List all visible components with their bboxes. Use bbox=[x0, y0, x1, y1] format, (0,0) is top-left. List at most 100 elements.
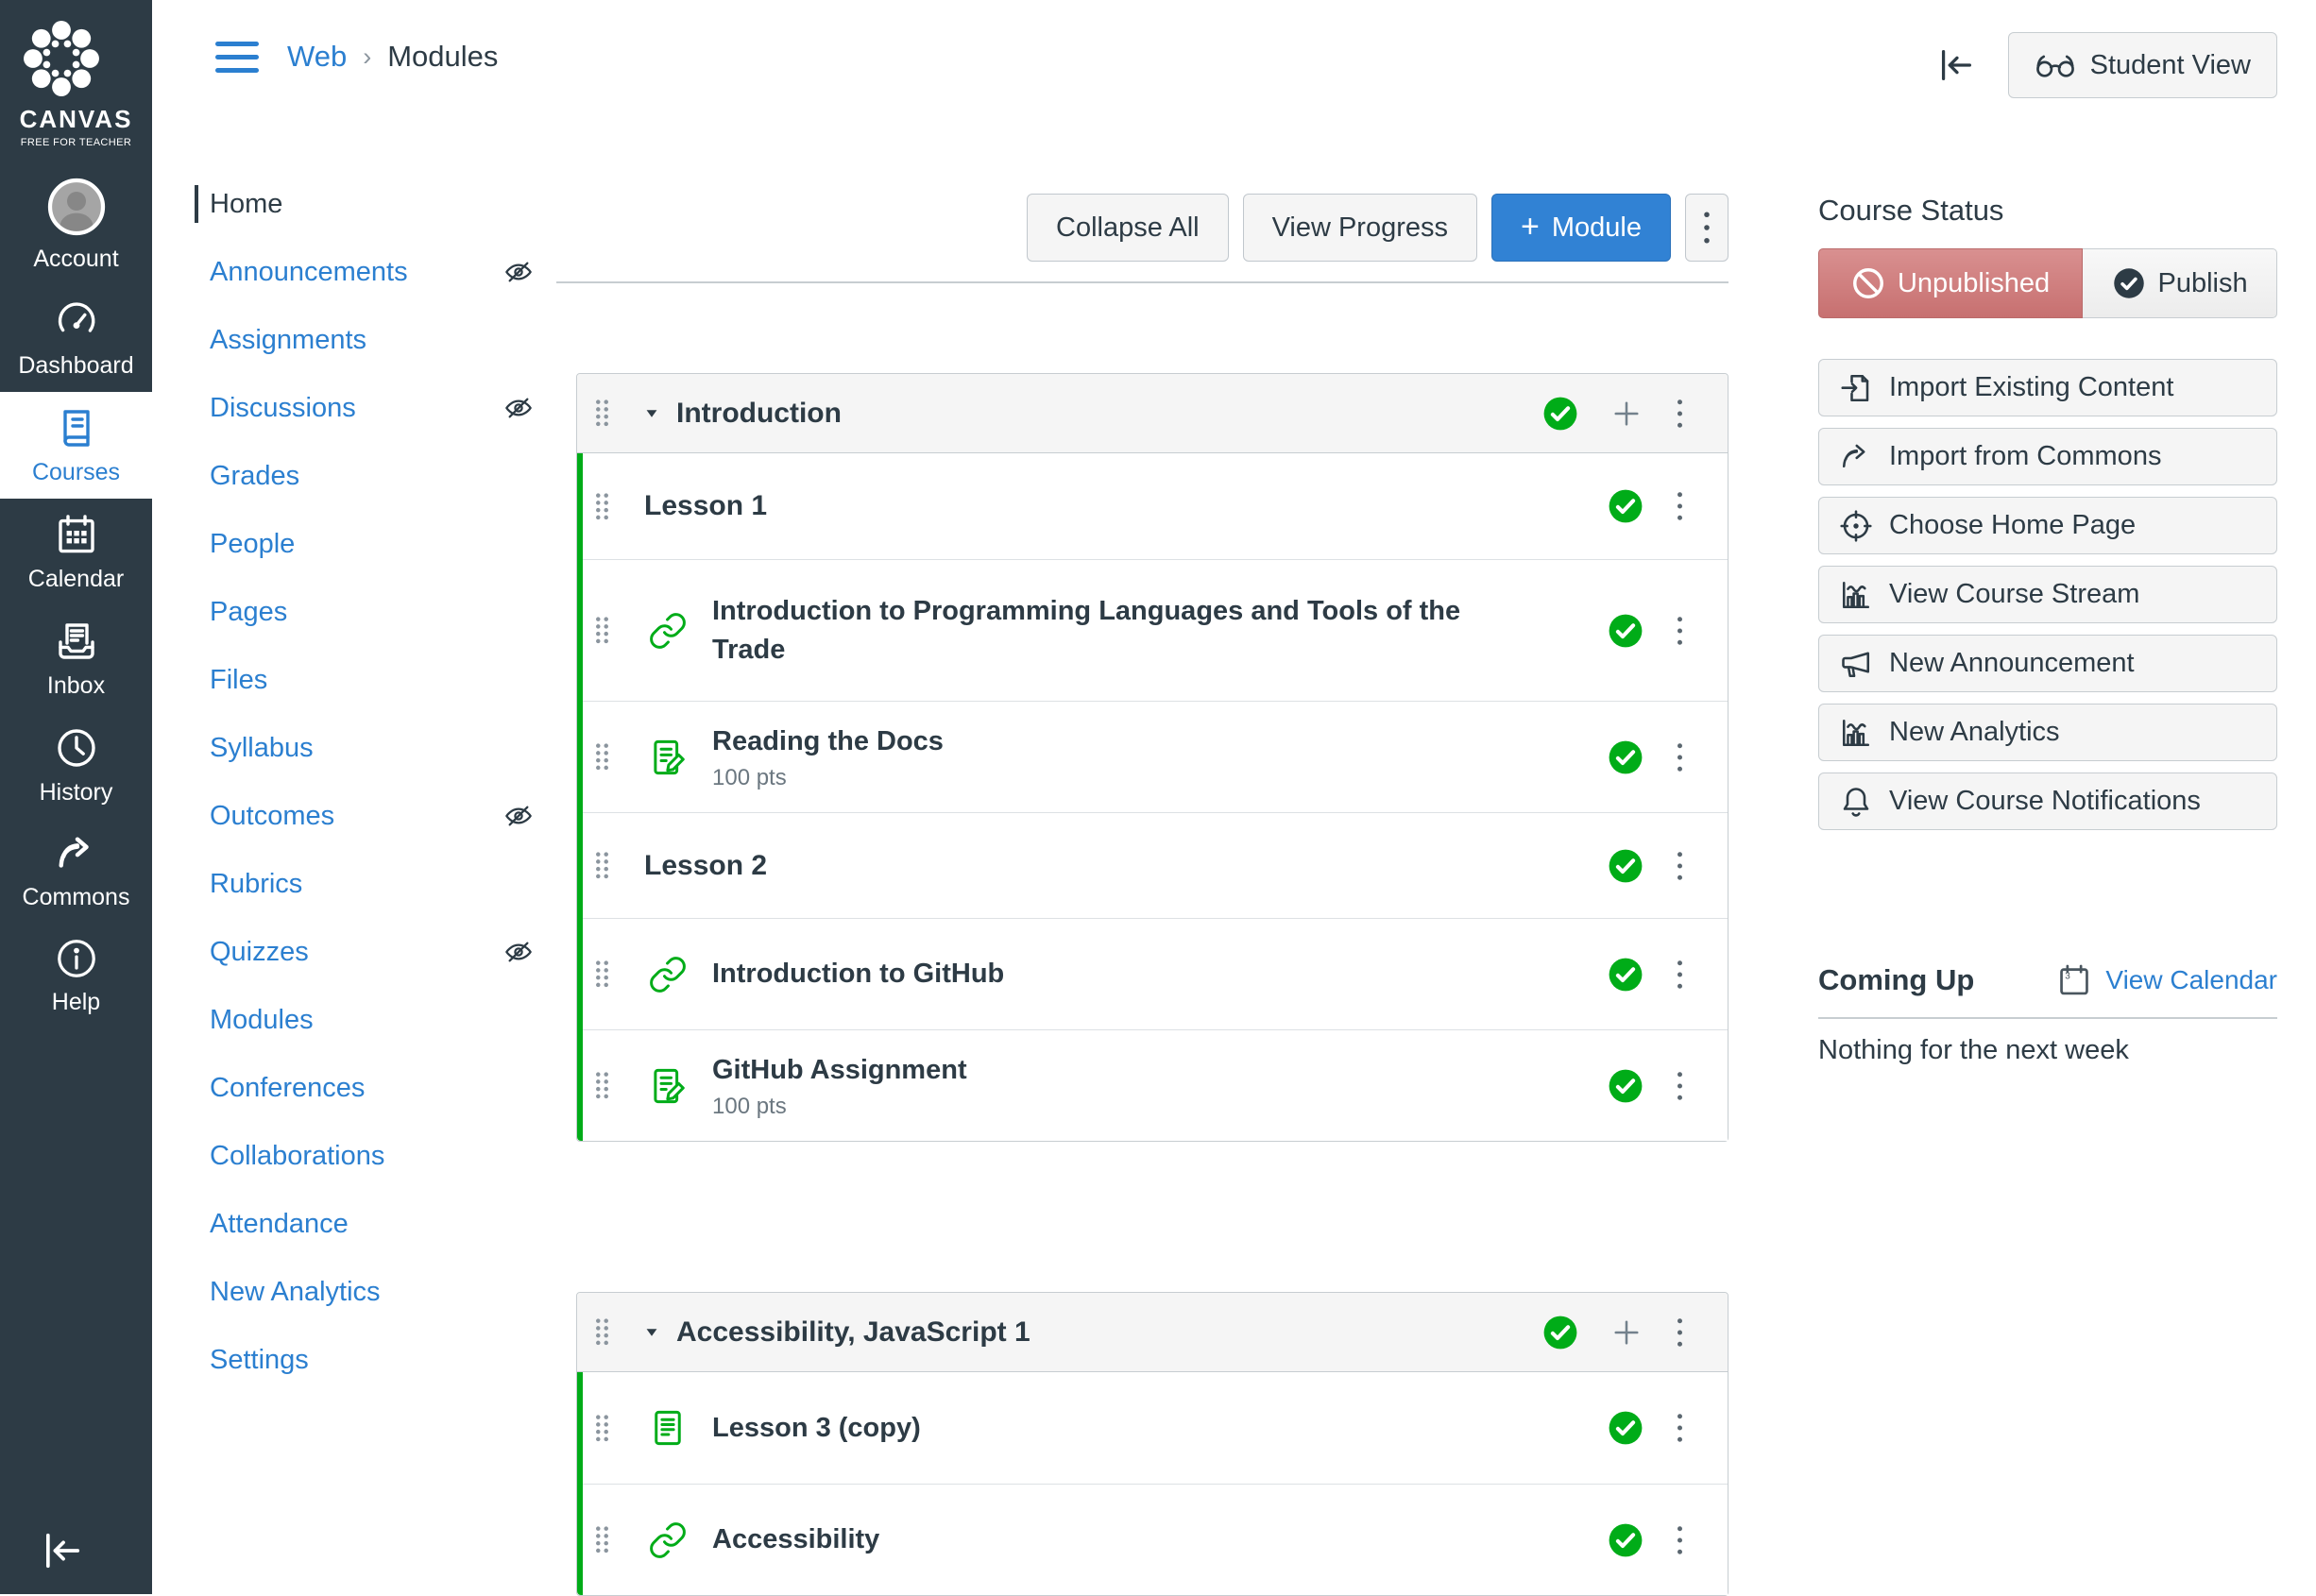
module-item-title[interactable]: Accessibility bbox=[712, 1524, 880, 1555]
sidebar-collapse-button[interactable] bbox=[38, 1526, 87, 1575]
course-nav-settings[interactable]: Settings bbox=[210, 1341, 536, 1379]
module-published-check-icon[interactable] bbox=[1542, 396, 1578, 432]
drag-handle-icon[interactable] bbox=[594, 1414, 610, 1443]
item-kebab-menu-button[interactable] bbox=[1675, 490, 1685, 522]
drag-handle-icon[interactable] bbox=[594, 492, 610, 521]
view-progress-button[interactable]: View Progress bbox=[1242, 194, 1478, 262]
hamburger-menu-icon[interactable] bbox=[215, 41, 259, 73]
course-nav-quizzes[interactable]: Quizzes bbox=[210, 933, 536, 971]
item-kebab-menu-button[interactable] bbox=[1675, 959, 1685, 991]
module-published-check-icon[interactable] bbox=[1542, 1315, 1578, 1350]
canvas-logo-icon bbox=[20, 17, 103, 100]
global-nav-dashboard[interactable]: Dashboard bbox=[0, 285, 152, 392]
item-published-check-icon[interactable] bbox=[1608, 1522, 1643, 1558]
module-item-title[interactable]: GitHub Assignment bbox=[712, 1054, 967, 1085]
item-kebab-menu-button[interactable] bbox=[1675, 1070, 1685, 1102]
course-nav-assignments[interactable]: Assignments bbox=[210, 321, 536, 359]
toolbar-divider bbox=[556, 281, 1728, 283]
global-nav-account-label: Account bbox=[33, 246, 119, 272]
course-nav-new-analytics[interactable]: New Analytics bbox=[210, 1273, 536, 1311]
course-nav-home-label: Home bbox=[210, 188, 283, 219]
choose-home-page-button[interactable]: Choose Home Page bbox=[1818, 497, 2277, 554]
module-add-item-button[interactable] bbox=[1609, 1316, 1643, 1350]
collapse-right-rail-button[interactable] bbox=[1934, 43, 1978, 87]
item-published-check-icon[interactable] bbox=[1608, 1410, 1643, 1446]
bell-icon bbox=[1839, 785, 1873, 819]
global-nav-courses[interactable]: Courses bbox=[0, 392, 152, 499]
course-nav-outcomes[interactable]: Outcomes bbox=[210, 797, 536, 835]
global-nav-calendar[interactable]: Calendar bbox=[0, 499, 152, 605]
module-kebab-menu-button[interactable] bbox=[1675, 1316, 1685, 1349]
global-nav: CANVAS FREE FOR TEACHER Account Dashboar… bbox=[0, 0, 152, 1594]
import-existing-content-button[interactable]: Import Existing Content bbox=[1818, 359, 2277, 416]
add-module-button[interactable]: + Module bbox=[1491, 194, 1671, 262]
item-published-check-icon[interactable] bbox=[1608, 488, 1643, 524]
breadcrumb-course-link[interactable]: Web bbox=[287, 40, 348, 73]
view-course-notifications-button[interactable]: View Course Notifications bbox=[1818, 773, 2277, 830]
module-header[interactable]: Introduction bbox=[577, 374, 1728, 453]
drag-handle-icon[interactable] bbox=[594, 616, 610, 645]
module-item-title[interactable]: Introduction to GitHub bbox=[712, 959, 1005, 990]
drag-handle-icon[interactable] bbox=[594, 1525, 610, 1554]
global-nav-account[interactable]: Account bbox=[0, 163, 152, 285]
course-nav-people[interactable]: People bbox=[210, 525, 536, 563]
item-published-check-icon[interactable] bbox=[1608, 739, 1643, 775]
item-published-check-icon[interactable] bbox=[1608, 1068, 1643, 1104]
item-kebab-menu-button[interactable] bbox=[1675, 741, 1685, 773]
course-nav-syllabus[interactable]: Syllabus bbox=[210, 729, 536, 767]
drag-handle-icon[interactable] bbox=[594, 959, 610, 989]
module-item-title[interactable]: Introduction to Programming Languages an… bbox=[712, 596, 1461, 665]
global-nav-commons[interactable]: Commons bbox=[0, 819, 152, 924]
module-header[interactable]: Accessibility, JavaScript 1 bbox=[577, 1293, 1728, 1372]
course-nav-announcements[interactable]: Announcements bbox=[210, 253, 536, 291]
view-calendar-link[interactable]: 3 View Calendar bbox=[2056, 962, 2277, 998]
course-nav-home[interactable]: Home bbox=[195, 185, 536, 223]
drag-handle-icon[interactable] bbox=[594, 851, 610, 880]
module-kebab-menu-button[interactable] bbox=[1675, 398, 1685, 430]
module-collapse-caret-icon[interactable] bbox=[642, 404, 661, 423]
item-published-check-icon[interactable] bbox=[1608, 848, 1643, 884]
global-nav-inbox[interactable]: Inbox bbox=[0, 605, 152, 712]
import-from-commons-button[interactable]: Import from Commons bbox=[1818, 428, 2277, 485]
unpublished-button[interactable]: Unpublished bbox=[1818, 248, 2084, 318]
collapse-all-button[interactable]: Collapse All bbox=[1027, 194, 1229, 262]
course-status-rail: Course Status Unpublished Publish Import… bbox=[1818, 194, 2277, 1066]
drag-handle-icon[interactable] bbox=[594, 399, 610, 428]
global-nav-help[interactable]: Help bbox=[0, 924, 152, 1028]
publish-button[interactable]: Publish bbox=[2083, 248, 2277, 318]
course-nav-attendance[interactable]: Attendance bbox=[210, 1205, 536, 1243]
assignment-icon bbox=[646, 1066, 690, 1106]
course-nav-conferences[interactable]: Conferences bbox=[210, 1069, 536, 1107]
course-nav-modules[interactable]: Modules bbox=[210, 1001, 536, 1039]
drag-handle-icon[interactable] bbox=[594, 742, 610, 772]
item-kebab-menu-button[interactable] bbox=[1675, 615, 1685, 647]
module-add-item-button[interactable] bbox=[1609, 397, 1643, 431]
course-nav-rubrics[interactable]: Rubrics bbox=[210, 865, 536, 903]
module-title: Accessibility, JavaScript 1 bbox=[676, 1316, 1030, 1348]
course-nav-grades[interactable]: Grades bbox=[210, 457, 536, 495]
student-view-button[interactable]: Student View bbox=[2007, 32, 2277, 98]
course-nav-pages[interactable]: Pages bbox=[210, 593, 536, 631]
item-kebab-menu-button[interactable] bbox=[1675, 850, 1685, 882]
item-published-check-icon[interactable] bbox=[1608, 957, 1643, 993]
course-nav-attendance-label: Attendance bbox=[210, 1208, 349, 1239]
item-published-check-icon[interactable] bbox=[1608, 613, 1643, 649]
canvas-logo[interactable]: CANVAS FREE FOR TEACHER bbox=[20, 17, 133, 148]
module-item-title[interactable]: Lesson 3 (copy) bbox=[712, 1412, 921, 1443]
import-from-commons-label: Import from Commons bbox=[1889, 441, 2162, 471]
toolbar-kebab-menu-button[interactable] bbox=[1685, 194, 1728, 262]
module-collapse-caret-icon[interactable] bbox=[642, 1323, 661, 1342]
course-nav-discussions[interactable]: Discussions bbox=[210, 389, 536, 427]
item-kebab-menu-button[interactable] bbox=[1675, 1412, 1685, 1444]
course-nav-files[interactable]: Files bbox=[210, 661, 536, 699]
course-nav-collaborations[interactable]: Collaborations bbox=[210, 1137, 536, 1175]
new-announcement-button[interactable]: New Announcement bbox=[1818, 635, 2277, 692]
item-kebab-menu-button[interactable] bbox=[1675, 1524, 1685, 1556]
hidden-eye-icon bbox=[501, 937, 536, 967]
drag-handle-icon[interactable] bbox=[594, 1317, 610, 1347]
view-course-stream-button[interactable]: View Course Stream bbox=[1818, 566, 2277, 623]
drag-handle-icon[interactable] bbox=[594, 1071, 610, 1100]
global-nav-history[interactable]: History bbox=[0, 712, 152, 819]
new-analytics-button[interactable]: New Analytics bbox=[1818, 704, 2277, 761]
module-item-title[interactable]: Reading the Docs bbox=[712, 725, 944, 756]
